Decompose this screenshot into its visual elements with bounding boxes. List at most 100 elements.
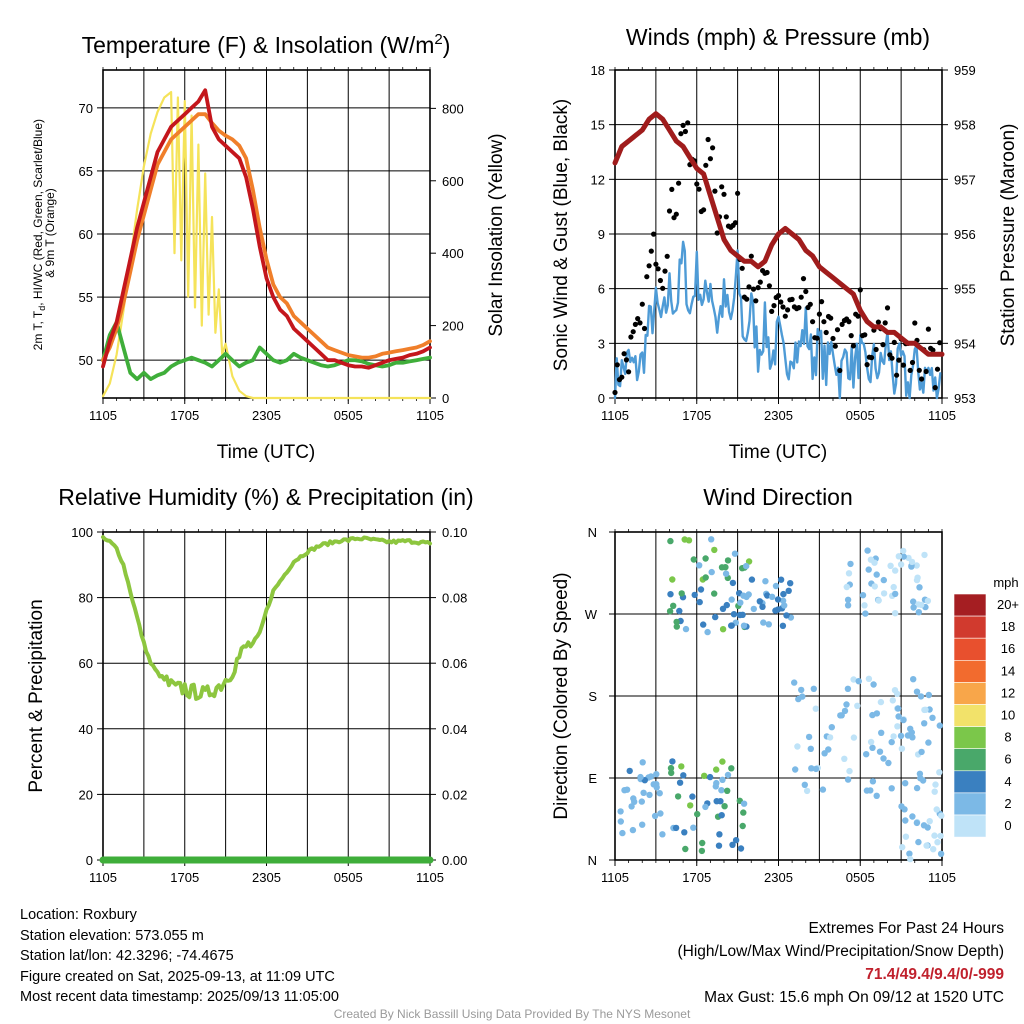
wind-direction-point xyxy=(779,597,787,604)
wind-direction-point xyxy=(845,570,853,577)
winds-xtick-label: 1705 xyxy=(682,408,711,423)
wind-direction-point xyxy=(844,776,852,783)
winds-ytick-label: 12 xyxy=(591,172,605,187)
wind-direction-point xyxy=(923,842,930,849)
wind-direction-point xyxy=(764,592,771,599)
gust-point xyxy=(753,298,759,304)
wind-direction-point xyxy=(743,593,750,601)
wind-direction-point xyxy=(713,766,720,773)
winds-rtick-label: 956 xyxy=(954,227,976,242)
gust-point xyxy=(864,362,870,368)
gust-point xyxy=(630,329,636,335)
recent-timestamp: Most recent data timestamp: 2025/09/13 1… xyxy=(20,989,339,1005)
wdir-xtick-label: 2305 xyxy=(764,870,793,885)
wind-direction-point xyxy=(650,781,657,788)
winds-right-label: Station Pressure (Maroon) xyxy=(998,124,1019,347)
rh-ytick-label: 100 xyxy=(71,525,93,540)
wind-direction-point xyxy=(810,685,817,692)
wind-direction-point xyxy=(867,738,875,746)
temperature-x-label: Time (UTC) xyxy=(217,442,316,463)
wind-direction-point xyxy=(898,803,905,810)
gust-point xyxy=(707,156,714,162)
gust-point xyxy=(637,320,643,326)
rh-xtick-label: 1105 xyxy=(416,870,444,885)
legend-label: 0 xyxy=(1004,818,1011,833)
temp-rtick-label: 600 xyxy=(442,174,464,189)
gust-point xyxy=(837,367,843,374)
wind-direction-point xyxy=(712,783,719,790)
wind-direction-point xyxy=(647,773,655,780)
wind-direction-point xyxy=(706,773,714,781)
wind-direction-point xyxy=(913,784,921,792)
wind-direction-point xyxy=(681,829,688,836)
gust-point xyxy=(755,285,761,291)
gust-point xyxy=(614,362,620,368)
wind-direction-point xyxy=(678,763,685,770)
wind-direction-point xyxy=(925,691,932,699)
wind-direction-point xyxy=(791,679,798,686)
wind-direction-point xyxy=(798,686,805,694)
gust-point xyxy=(664,253,670,259)
rh-ytick-label: 60 xyxy=(79,656,93,671)
winds-left-label: Sonic Wind & Gust (Blue, Black) xyxy=(551,99,572,371)
gust-point xyxy=(810,319,816,325)
winds-rtick-label: 958 xyxy=(954,118,976,133)
gust-point xyxy=(710,145,716,151)
gust-point xyxy=(896,357,902,363)
wind-direction-point xyxy=(900,716,907,724)
wind-direction-point xyxy=(873,792,880,799)
gust-point xyxy=(884,305,891,311)
wind-direction-point xyxy=(732,837,740,844)
wind-direction-point xyxy=(890,733,897,740)
gust-point xyxy=(816,311,823,317)
rh-ytick-label: 0 xyxy=(86,853,93,868)
gust-point xyxy=(789,296,795,302)
wdir-ytick-label: N xyxy=(588,525,597,540)
wind-direction-point xyxy=(715,842,723,849)
gust-point xyxy=(846,319,852,325)
wind-direction-point xyxy=(667,591,674,598)
wind-direction-point xyxy=(756,598,763,605)
wind-direction-point xyxy=(917,693,925,700)
wind-direction-point xyxy=(844,685,852,692)
wind-direction-point xyxy=(772,582,780,590)
wind-direction-point xyxy=(785,587,792,594)
gust-point xyxy=(746,284,752,290)
wind-direction-point xyxy=(819,786,827,793)
wind-direction-point xyxy=(936,722,943,729)
gust-point xyxy=(919,376,925,382)
wind-direction-point xyxy=(888,738,895,746)
wind-direction-point xyxy=(930,846,937,853)
wind-direction-point xyxy=(925,739,932,746)
wind-direction-point xyxy=(936,769,943,776)
wind-direction-point xyxy=(721,803,728,810)
gust-point xyxy=(912,320,918,326)
wind-direction-point xyxy=(779,622,787,629)
wind-direction-point xyxy=(917,775,924,782)
wind-direction-point xyxy=(626,767,633,775)
wind-direction-point xyxy=(844,596,852,603)
station-elevation: Station elevation: 573.055 m xyxy=(20,927,204,944)
wind-direction-point xyxy=(897,561,905,568)
wind-direction-point xyxy=(737,845,745,852)
wind-direction-point xyxy=(780,590,787,598)
wind-direction-point xyxy=(646,791,653,799)
gust-point xyxy=(834,327,841,333)
wind-direction-point xyxy=(805,733,813,741)
gust-point xyxy=(814,335,820,341)
wind-direction-point xyxy=(910,598,917,605)
wind-direction-point xyxy=(865,566,872,573)
legend-label: 4 xyxy=(1004,774,1011,789)
wind-direction-point xyxy=(729,579,737,587)
wind-direction-point xyxy=(792,766,799,773)
wind-direction-point xyxy=(743,562,750,570)
winds-chart-title: Winds (mph) & Pressure (mb) xyxy=(626,24,930,50)
wind-direction-point xyxy=(687,802,694,809)
figure-created: Figure created on Sat, 2025-09-13, at 11… xyxy=(20,968,335,985)
temperature-left-label: 2m T, Td, HI/WC (Red, Green, Scarlet/Blu… xyxy=(31,116,57,351)
gust-point xyxy=(894,372,900,378)
extremes-fields: (High/Low/Max Wind/Precipitation/Snow De… xyxy=(677,943,1005,960)
gust-point xyxy=(830,335,836,342)
gust-point xyxy=(800,276,807,282)
